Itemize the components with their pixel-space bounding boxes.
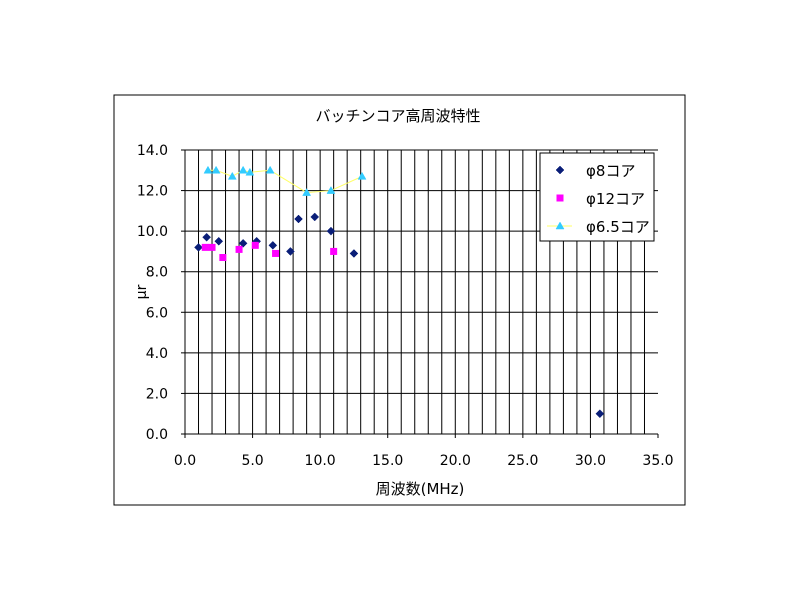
y-axis-label: μr	[134, 284, 150, 299]
data-point	[238, 165, 248, 174]
data-point	[201, 243, 209, 251]
data-point	[330, 247, 338, 255]
data-point	[302, 188, 312, 196]
legend-marker	[555, 165, 565, 175]
data-point	[310, 212, 320, 222]
legend-label: φ12コア	[586, 190, 645, 208]
series-2	[201, 241, 338, 262]
data-point	[272, 249, 280, 257]
y-tick-label: 14.0	[137, 143, 168, 159]
legend-label: φ8コア	[586, 162, 635, 180]
data-point	[214, 236, 224, 246]
data-point	[227, 171, 237, 180]
data-point	[245, 167, 255, 176]
x-tick-label: 35.0	[642, 453, 673, 469]
legend-item: φ6.5コア	[547, 218, 650, 236]
y-tick-label: 2.0	[146, 386, 168, 402]
y-tick-label: 8.0	[146, 265, 168, 281]
data-point	[349, 249, 359, 258]
data-point	[326, 226, 336, 236]
data-point	[202, 232, 211, 242]
x-axis-label: 周波数(MHz)	[376, 480, 465, 498]
legend: φ8コア φ12コア φ6.5コア	[539, 152, 655, 242]
data-point	[238, 238, 248, 248]
legend-item: φ12コア	[556, 190, 645, 208]
data-point	[211, 165, 221, 174]
axes	[181, 149, 659, 438]
x-tick-label: 5.0	[241, 453, 263, 469]
x-tick-label: 20.0	[440, 453, 471, 469]
legend-marker	[556, 194, 564, 202]
data-point	[203, 165, 213, 174]
y-tick-labels: 0.0 2.0 4.0 6.0 8.0 10.0 12.0 14.0	[137, 143, 168, 443]
series-group	[194, 165, 605, 419]
y-tick-label: 12.0	[137, 184, 168, 200]
x-tick-label: 30.0	[575, 453, 606, 469]
data-point	[265, 165, 275, 174]
y-tick-label: 6.0	[146, 305, 168, 321]
series-3	[203, 165, 367, 196]
legend-item: φ8コア	[555, 162, 635, 180]
series-1	[194, 212, 605, 419]
data-point	[357, 171, 367, 180]
y-tick-label: 0.0	[146, 427, 168, 443]
data-point	[251, 241, 259, 249]
grid-lines	[185, 149, 658, 434]
x-tick-label: 10.0	[305, 453, 336, 469]
legend-label: φ6.5コア	[586, 218, 650, 236]
x-tick-label: 0.0	[174, 453, 196, 469]
data-point	[294, 214, 303, 224]
data-point	[595, 409, 605, 419]
data-point	[286, 247, 295, 256]
data-point	[268, 240, 278, 250]
data-point	[235, 245, 243, 253]
y-tick-label: 10.0	[137, 224, 168, 240]
x-tick-label: 25.0	[507, 453, 538, 469]
data-point	[219, 254, 227, 262]
legend-marker	[555, 221, 565, 230]
data-point	[326, 186, 336, 194]
x-tick-labels: 0.0 5.0 10.0 15.0 20.0 25.0 30.0 35.0	[174, 453, 674, 469]
y-tick-label: 4.0	[146, 346, 168, 362]
data-point	[194, 243, 203, 252]
chart-title: バッチンコア高周波特性	[315, 107, 480, 125]
x-tick-label: 15.0	[372, 453, 403, 469]
data-point	[208, 243, 216, 251]
